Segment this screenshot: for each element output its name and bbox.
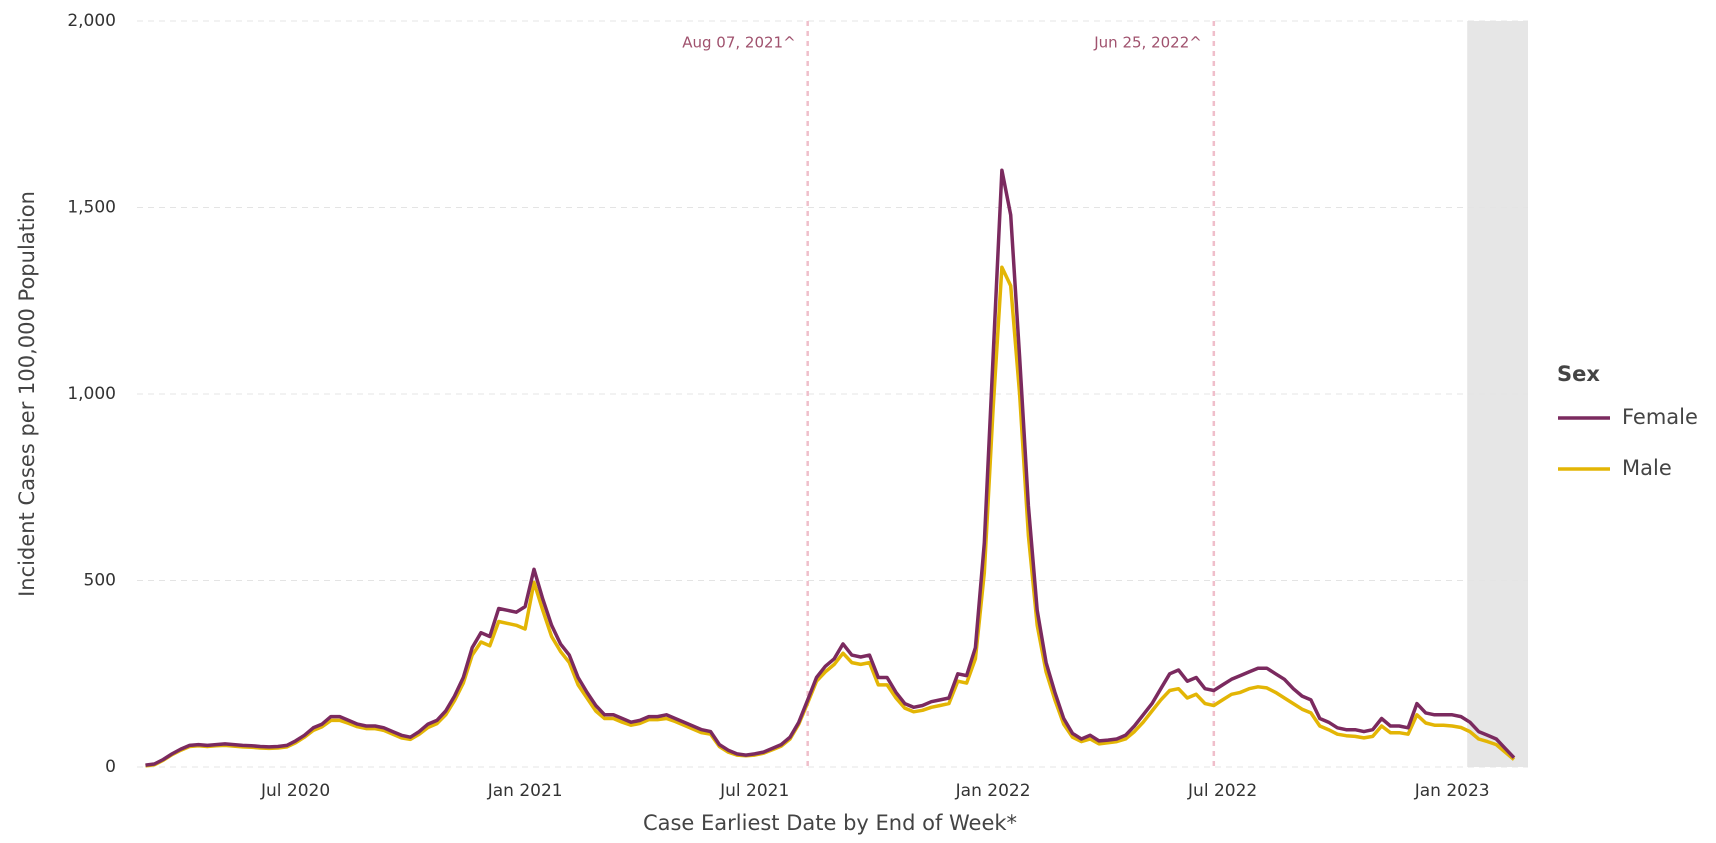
- y-tick-label: 500: [84, 571, 116, 591]
- legend-label: Male: [1622, 456, 1672, 480]
- y-tick-label: 0: [105, 757, 116, 777]
- series-line: [145, 168, 1516, 767]
- y-tick-label: 2,000: [67, 11, 116, 31]
- x-tick-label: Jan 2023: [1414, 781, 1490, 801]
- annotation-text: Jun 25, 2022^: [1093, 34, 1202, 52]
- x-axis-title: Case Earliest Date by End of Week*: [643, 811, 1017, 835]
- series-line: [145, 265, 1516, 768]
- x-tick-label: Jul 2020: [260, 781, 330, 801]
- legend-title: Sex: [1557, 362, 1600, 386]
- incomplete-data-shade: [1467, 21, 1528, 767]
- y-tick-label: 1,000: [67, 384, 116, 404]
- annotation-text: Aug 07, 2021^: [682, 34, 795, 52]
- y-axis-title: Incident Cases per 100,000 Population: [15, 191, 39, 597]
- x-tick-label: Jul 2021: [719, 781, 789, 801]
- legend-label: Female: [1622, 405, 1698, 429]
- x-tick-label: Jan 2022: [955, 781, 1031, 801]
- x-tick-label: Jul 2022: [1187, 781, 1257, 801]
- x-tick-label: Jan 2021: [487, 781, 563, 801]
- y-tick-label: 1,500: [67, 198, 116, 218]
